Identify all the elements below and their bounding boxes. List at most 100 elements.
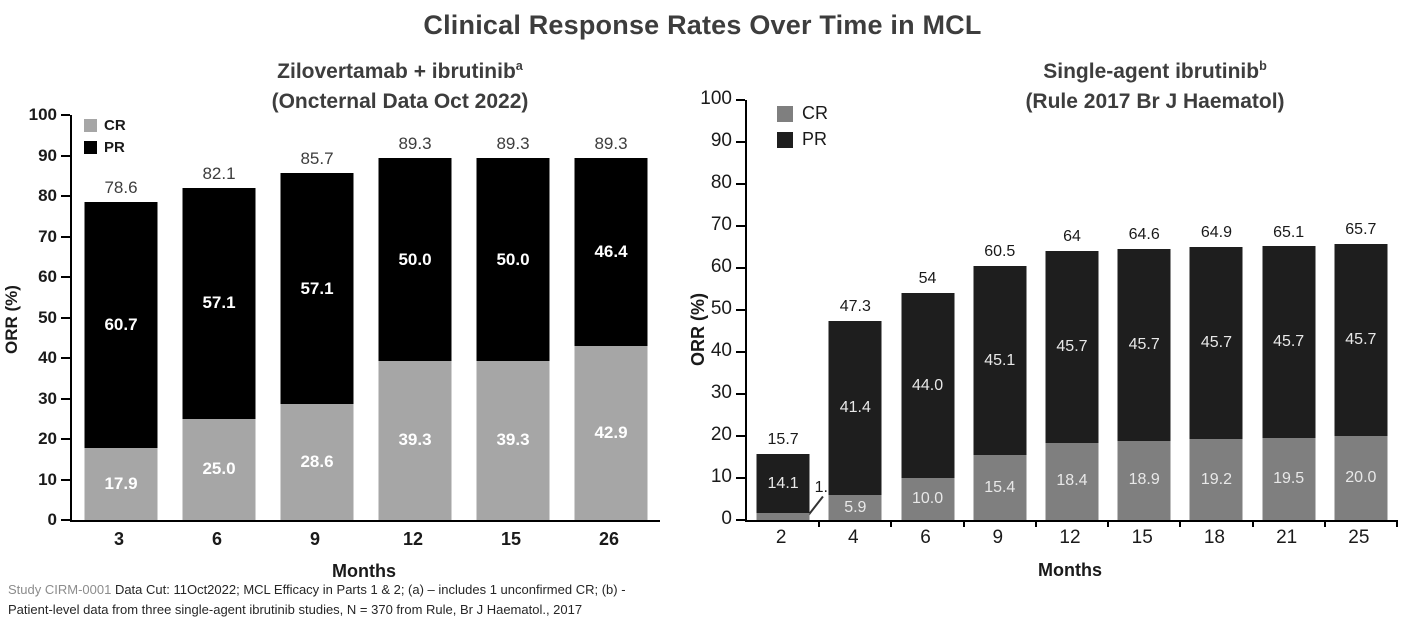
pr-value-label: 46.4	[594, 242, 628, 262]
total-orr-label: 64.6	[1128, 225, 1160, 243]
y-tick-mark	[61, 114, 70, 116]
stacked-bar: 18.9 45.7 64.6	[1117, 100, 1171, 520]
pr-value-label: 45.7	[1128, 335, 1160, 353]
footnote-study-id: Study CIRM-0001	[8, 582, 112, 597]
y-tick-mark	[61, 357, 70, 359]
stacked-bar: 10.0 44.0 54	[901, 100, 955, 520]
bar-group-3-months: 17.9 60.7 78.6	[72, 115, 170, 520]
bar-group-18-months: 19.2 45.7 64.9	[1180, 100, 1252, 520]
stacked-bar: 14.1 15.7	[756, 100, 810, 520]
stacked-bar: 5.9 41.4 47.3	[828, 100, 882, 520]
y-tick-label: 80	[710, 172, 732, 193]
right-chart-panel: Single-agent ibrutinibb (Rule 2017 Br J …	[680, 55, 1405, 600]
right-legend: CR PR	[777, 103, 828, 155]
cr-value-label: 18.4	[1056, 472, 1088, 490]
right-y-axis: 0 10 20 30 40 50 60 70 80 90 100	[690, 88, 745, 529]
x-tick-label: 9	[309, 529, 320, 549]
total-orr-label: 89.3	[594, 134, 628, 154]
y-tick-label: 100	[700, 88, 732, 109]
x-tick-label: 9	[992, 527, 1004, 548]
cr-value-label: 25.0	[202, 459, 236, 479]
cr-bar-segment	[476, 360, 550, 520]
cr-value-label: 28.6	[300, 452, 334, 472]
y-tick-mark	[736, 519, 745, 521]
pr-bar-segment	[828, 321, 882, 496]
right-plot-area: CR PR 1.6 14.1 15.7 5.9 41.4 47.3 10.0 44.0 54 15…	[745, 100, 1398, 527]
x-tick-mark	[1251, 520, 1254, 527]
y-tick-label: 40	[38, 348, 57, 367]
y-tick-mark	[61, 478, 70, 481]
cr-bar-segment	[973, 455, 1027, 520]
cr-bar-segment	[378, 360, 452, 520]
y-tick-label: 0	[721, 508, 732, 529]
x-tick-label: 12	[1059, 527, 1081, 548]
total-orr-label: 85.7	[300, 148, 334, 168]
stacked-bar: 42.9 46.4 89.3	[574, 115, 648, 520]
cr-bar-segment	[84, 447, 158, 520]
pr-bar-segment	[1262, 246, 1316, 439]
pr-bar-segment	[1334, 244, 1388, 436]
bar-group-15-months: 18.9 45.7 64.6	[1108, 100, 1180, 520]
stacked-bar: 19.5 45.7 65.1	[1262, 100, 1316, 520]
cr-value-label: 15.4	[984, 478, 1016, 496]
legend-item-pr: PR	[777, 129, 828, 150]
bar-group-25-months: 20.0 45.7 65.7	[1325, 100, 1397, 520]
legend-label-cr: CR	[104, 117, 126, 134]
footnote-line1-rest: Data Cut: 11Oct2022; MCL Efficacy in Par…	[111, 582, 626, 597]
page-title: Clinical Response Rates Over Time in MCL	[423, 10, 982, 40]
pr-bar-segment	[280, 172, 354, 405]
y-tick-mark	[736, 309, 745, 311]
cr-value-label: 10.0	[911, 490, 944, 507]
right-chart-title: Single-agent ibrutinibb (Rule 2017 Br J …	[930, 57, 1380, 118]
pr-value-label: 45.7	[1200, 334, 1232, 352]
x-tick-label: 3	[113, 529, 124, 549]
pr-value-label: 60.7	[104, 314, 138, 334]
cr-bar-segment	[1262, 438, 1316, 520]
y-tick-mark	[61, 397, 70, 400]
x-tick-label: 6	[920, 527, 931, 548]
bar-group-2-months: 1.6 14.1 15.7	[747, 100, 837, 520]
left-plot-area: CR PR 17.9 60.7 78.6 25.0 57.1 82.1 28.6 57.1 85…	[70, 115, 660, 522]
pr-value-label: 57.1	[202, 293, 236, 313]
x-tick-label: 4	[848, 527, 859, 548]
pr-value-label: 44.0	[911, 376, 944, 394]
y-tick-label: 90	[710, 130, 732, 151]
bar-group-15-months: 39.3 50.0 89.3	[464, 115, 562, 520]
pr-value-label: 45.7	[1345, 331, 1377, 349]
cr-bar-segment	[828, 495, 882, 520]
y-tick-label: 20	[710, 424, 732, 445]
pr-bar-segment	[756, 454, 810, 514]
cr-value-label: 19.2	[1200, 470, 1232, 488]
footnote-line2: Patient-level data from three single-age…	[8, 601, 583, 617]
right-chart-title-text: Single-agent ibrutinib	[1043, 60, 1260, 83]
left-x-axis-labels: 3 6 9 12 15 26	[70, 529, 658, 550]
pr-value-label: 50.0	[398, 249, 432, 269]
bar-group-12-months: 39.3 50.0 89.3	[366, 115, 464, 520]
y-tick-label: 30	[710, 382, 732, 403]
y-tick-label: 90	[38, 145, 57, 165]
y-tick-mark	[736, 435, 745, 437]
y-tick-mark	[61, 438, 70, 440]
legend-label-cr: CR	[802, 103, 828, 123]
pr-bar-segment	[1189, 247, 1243, 440]
y-tick-mark	[736, 267, 745, 269]
pr-color-swatch	[84, 141, 97, 154]
bar-group-26-months: 42.9 46.4 89.3	[562, 115, 660, 520]
pr-bar-segment	[901, 293, 955, 478]
x-tick-mark	[1179, 520, 1182, 527]
x-tick-label: 26	[598, 529, 620, 549]
bar-group-9-months: 28.6 57.1 85.7	[268, 115, 366, 520]
pr-value-label: 45.7	[1273, 333, 1305, 351]
cr-bar-segment	[1189, 439, 1243, 520]
y-tick-label: 60	[38, 267, 57, 286]
y-tick-mark	[736, 225, 745, 227]
x-tick-label: 21	[1276, 527, 1298, 548]
y-tick-label: 0	[47, 510, 57, 529]
y-tick-label: 30	[38, 388, 57, 408]
total-orr-label: 15.7	[767, 431, 799, 449]
pr-bar-segment	[1045, 250, 1099, 443]
y-tick-label: 80	[38, 186, 57, 205]
y-tick-label: 70	[38, 226, 57, 246]
pr-bar-segment	[973, 265, 1027, 456]
